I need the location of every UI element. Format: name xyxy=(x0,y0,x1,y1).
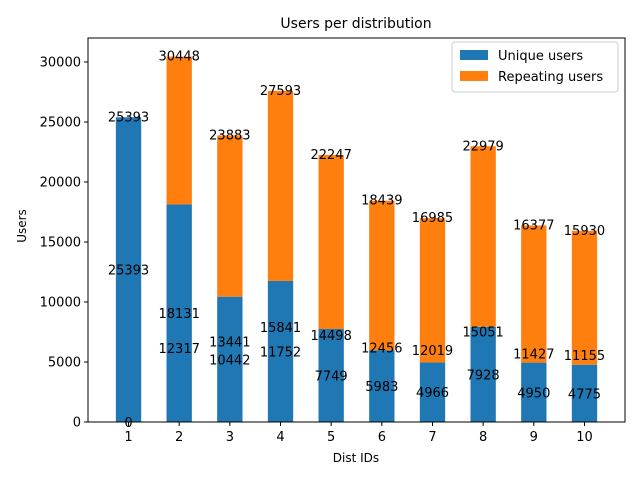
legend: Unique users Repeating users xyxy=(451,41,619,93)
bar-repeating-users xyxy=(217,135,243,297)
legend-swatch xyxy=(460,50,488,60)
bar-unique-users xyxy=(470,326,496,422)
data-label-repeating: 11155 xyxy=(564,349,605,364)
legend-label: Repeating users xyxy=(498,70,603,85)
bar-unique-users xyxy=(217,296,243,422)
y-axis-label: Users xyxy=(15,209,29,243)
bar-repeating-users xyxy=(318,155,344,330)
bar-repeating-users xyxy=(470,146,496,327)
data-label-total: 18439 xyxy=(361,194,402,209)
data-label-repeating: 12019 xyxy=(412,344,453,359)
bar-unique-users xyxy=(267,280,294,422)
data-label-total: 27593 xyxy=(260,84,301,99)
bar-repeating-users xyxy=(267,90,294,281)
plot-area: 25393 0 25393 18131 12317 30448 10442 13441 2388… xyxy=(40,37,626,445)
data-label-unique: 4950 xyxy=(517,386,550,401)
data-label-total: 16985 xyxy=(412,211,453,226)
legend-label: Unique users xyxy=(498,49,583,64)
y-tick-label: 0 xyxy=(73,416,81,431)
y-tick-label: 5000 xyxy=(48,356,81,371)
axes-frame xyxy=(87,37,626,423)
data-label-unique: 10442 xyxy=(209,353,250,368)
data-label-unique: 4775 xyxy=(568,387,601,402)
data-label-total: 22979 xyxy=(462,139,503,154)
data-label-repeating: 11427 xyxy=(513,347,554,362)
bar-unique-users xyxy=(166,204,192,422)
x-tick-label: 9 xyxy=(530,430,538,445)
bar-unique-users xyxy=(369,350,395,422)
y-tick-label: 25000 xyxy=(40,116,81,131)
x-tick-label: 3 xyxy=(226,430,234,445)
data-label-unique: 4966 xyxy=(416,386,449,401)
data-label-total: 16377 xyxy=(513,218,554,233)
x-tick-label: 6 xyxy=(378,430,386,445)
data-label-total: 15930 xyxy=(564,224,605,239)
data-label-unique: 7749 xyxy=(315,370,348,385)
data-label-total: 30448 xyxy=(159,50,200,65)
bar-unique-users xyxy=(115,117,142,422)
data-label-repeating: 12317 xyxy=(159,342,200,357)
y-tick-label: 10000 xyxy=(40,296,81,311)
x-tick-label: 8 xyxy=(479,430,487,445)
data-label-total: 25393 xyxy=(108,110,149,125)
bar-unique-users xyxy=(521,362,547,422)
x-axis-label: Dist IDs xyxy=(333,451,379,465)
bar-repeating-users xyxy=(369,200,395,351)
legend-swatch xyxy=(460,71,488,81)
bar-unique-users xyxy=(419,362,446,422)
x-tick-label: 4 xyxy=(276,430,284,445)
bar-unique-users xyxy=(318,329,344,422)
data-label-unique: 18131 xyxy=(159,307,200,322)
data-label-unique: 5983 xyxy=(365,380,398,395)
x-tick-label: 2 xyxy=(175,430,183,445)
y-tick-label: 20000 xyxy=(40,176,81,191)
x-tick-label: 10 xyxy=(576,430,593,445)
legend-box xyxy=(451,41,619,93)
x-tick-label: 1 xyxy=(124,430,132,445)
data-label-repeating: 12456 xyxy=(361,341,402,356)
data-label-total: 22247 xyxy=(310,148,351,163)
chart-title: Users per distribution xyxy=(280,16,431,32)
y-tick-label: 30000 xyxy=(40,56,81,71)
bar-repeating-users xyxy=(521,225,547,363)
data-label-unique: 25393 xyxy=(108,264,149,279)
bar-repeating-users xyxy=(166,56,192,205)
y-tick-label: 15000 xyxy=(40,236,81,251)
bar-unique-users xyxy=(571,364,598,422)
bar-repeating-users xyxy=(571,230,598,365)
x-tick-label: 5 xyxy=(327,430,335,445)
data-label-total: 23883 xyxy=(209,128,250,143)
data-label-repeating: 13441 xyxy=(209,335,250,350)
bar-repeating-users xyxy=(419,218,446,363)
data-label-repeating: 15051 xyxy=(462,326,503,341)
data-label-unique: 11752 xyxy=(260,345,301,360)
data-label-repeating: 15841 xyxy=(260,321,301,336)
x-tick-label: 7 xyxy=(428,430,436,445)
data-label-unique: 7928 xyxy=(467,368,500,383)
data-label-repeating: 14498 xyxy=(310,329,351,344)
